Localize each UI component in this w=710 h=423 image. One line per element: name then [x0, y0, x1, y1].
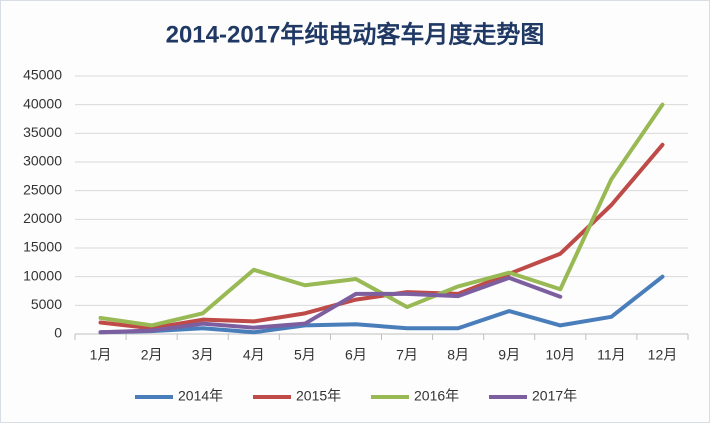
y-tick-label: 15000 — [23, 239, 62, 255]
x-tick-label: 10月 — [546, 347, 576, 363]
y-tick-label: 30000 — [23, 153, 62, 169]
x-tick-label: 8月 — [447, 347, 469, 363]
x-tick-label: 1月 — [90, 347, 112, 363]
x-tick-label: 3月 — [192, 347, 214, 363]
x-tick-label: 7月 — [396, 347, 418, 363]
x-tick-label: 11月 — [597, 347, 626, 363]
y-tick-label: 45000 — [23, 67, 62, 83]
x-tick-label: 12月 — [648, 347, 678, 363]
y-tick-label: 0 — [54, 325, 62, 341]
x-tick-label: 9月 — [498, 347, 520, 363]
y-tick-label: 35000 — [23, 124, 62, 140]
legend-label: 2017年 — [532, 388, 577, 404]
series-line — [98, 274, 665, 335]
legend-label: 2015年 — [296, 388, 341, 404]
legend-label: 2014年 — [178, 388, 223, 404]
x-tick-label: 5月 — [294, 347, 316, 363]
y-tick-label: 20000 — [23, 210, 62, 226]
legend-label: 2016年 — [414, 388, 459, 404]
x-tick-label: 6月 — [345, 347, 367, 363]
x-tick-label: 4月 — [243, 347, 265, 363]
series-line — [98, 275, 563, 335]
chart-title: 2014-2017年纯电动客车月度走势图 — [166, 20, 545, 48]
y-tick-label: 5000 — [31, 296, 62, 312]
y-tick-label: 40000 — [23, 95, 62, 111]
x-tick-label: 2月 — [141, 347, 163, 363]
y-tick-label: 10000 — [23, 267, 62, 283]
y-tick-label: 25000 — [23, 181, 62, 197]
series-line — [98, 142, 665, 331]
